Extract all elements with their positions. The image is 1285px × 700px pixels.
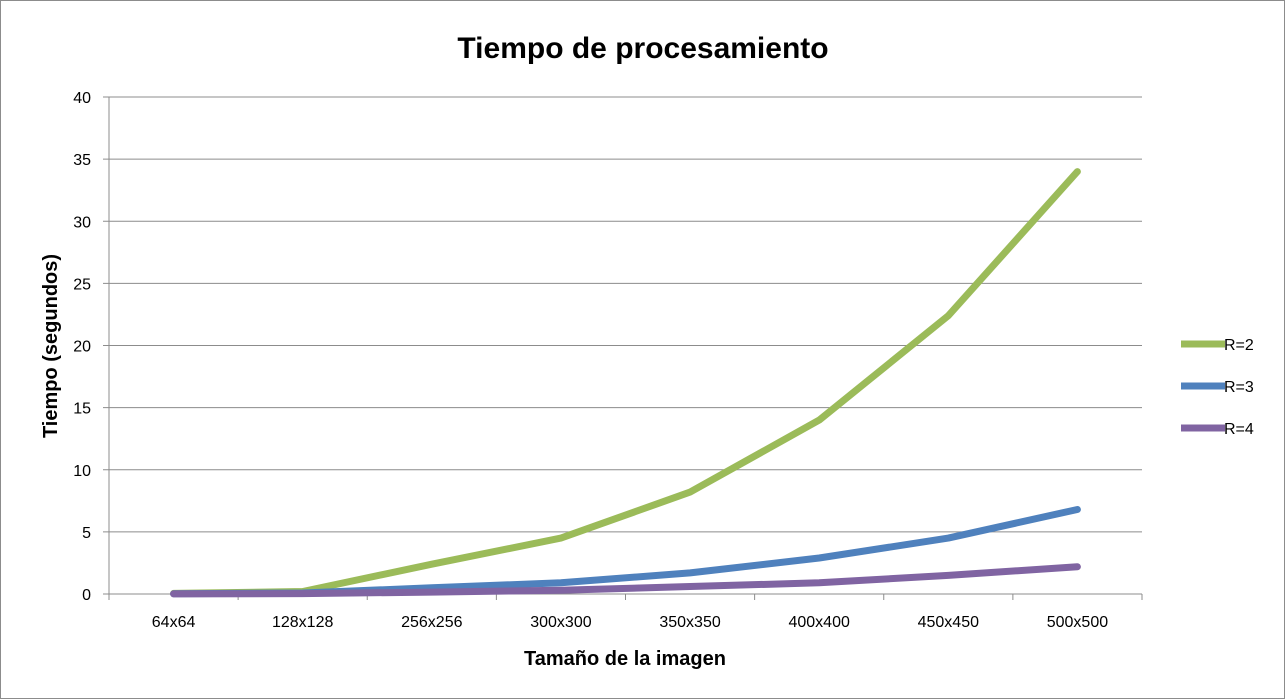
chart-title: Tiempo de procesamiento xyxy=(457,32,828,65)
x-tick-label: 300x300 xyxy=(530,614,591,631)
y-tick-label: 5 xyxy=(82,525,91,542)
x-tick-label: 64x64 xyxy=(152,614,196,631)
x-tick-label: 500x500 xyxy=(1047,614,1108,631)
y-tick-label: 35 xyxy=(73,152,91,169)
y-tick-labels: 0 5 10 15 20 25 30 35 40 xyxy=(73,90,91,604)
y-tick-label: 15 xyxy=(73,401,91,418)
x-tick-label: 450x450 xyxy=(918,614,979,631)
x-axis-title: Tamaño de la imagen xyxy=(524,648,726,670)
y-axis-title: Tiempo (segundos) xyxy=(40,254,62,438)
x-tick-label: 400x400 xyxy=(788,614,849,631)
y-tick-label: 20 xyxy=(73,339,91,356)
y-tick-label: 0 xyxy=(82,587,91,604)
grid-lines xyxy=(109,96,1142,533)
y-tick-label: 25 xyxy=(73,276,91,293)
series-lines xyxy=(170,168,1081,598)
y-tick-label: 30 xyxy=(73,214,91,231)
legend-label: R=3 xyxy=(1224,379,1254,396)
x-tick-label: 256x256 xyxy=(401,614,462,631)
series-line-R=2 xyxy=(170,168,1081,597)
legend-label: R=2 xyxy=(1224,337,1254,354)
series-line-R=3 xyxy=(170,506,1081,598)
x-tick-labels: 64x64 128x128 256x256 300x300 350x350 400x400… xyxy=(152,614,1108,631)
x-tick-label: 350x350 xyxy=(659,614,720,631)
legend: R=2 R=3 R=4 xyxy=(1181,337,1254,438)
x-tick-label: 128x128 xyxy=(272,614,333,631)
y-tick-label: 10 xyxy=(73,463,91,480)
axes xyxy=(103,96,1143,600)
y-tick-label: 40 xyxy=(73,90,91,107)
legend-label: R=4 xyxy=(1224,421,1254,438)
series-line-R=4 xyxy=(170,563,1081,598)
